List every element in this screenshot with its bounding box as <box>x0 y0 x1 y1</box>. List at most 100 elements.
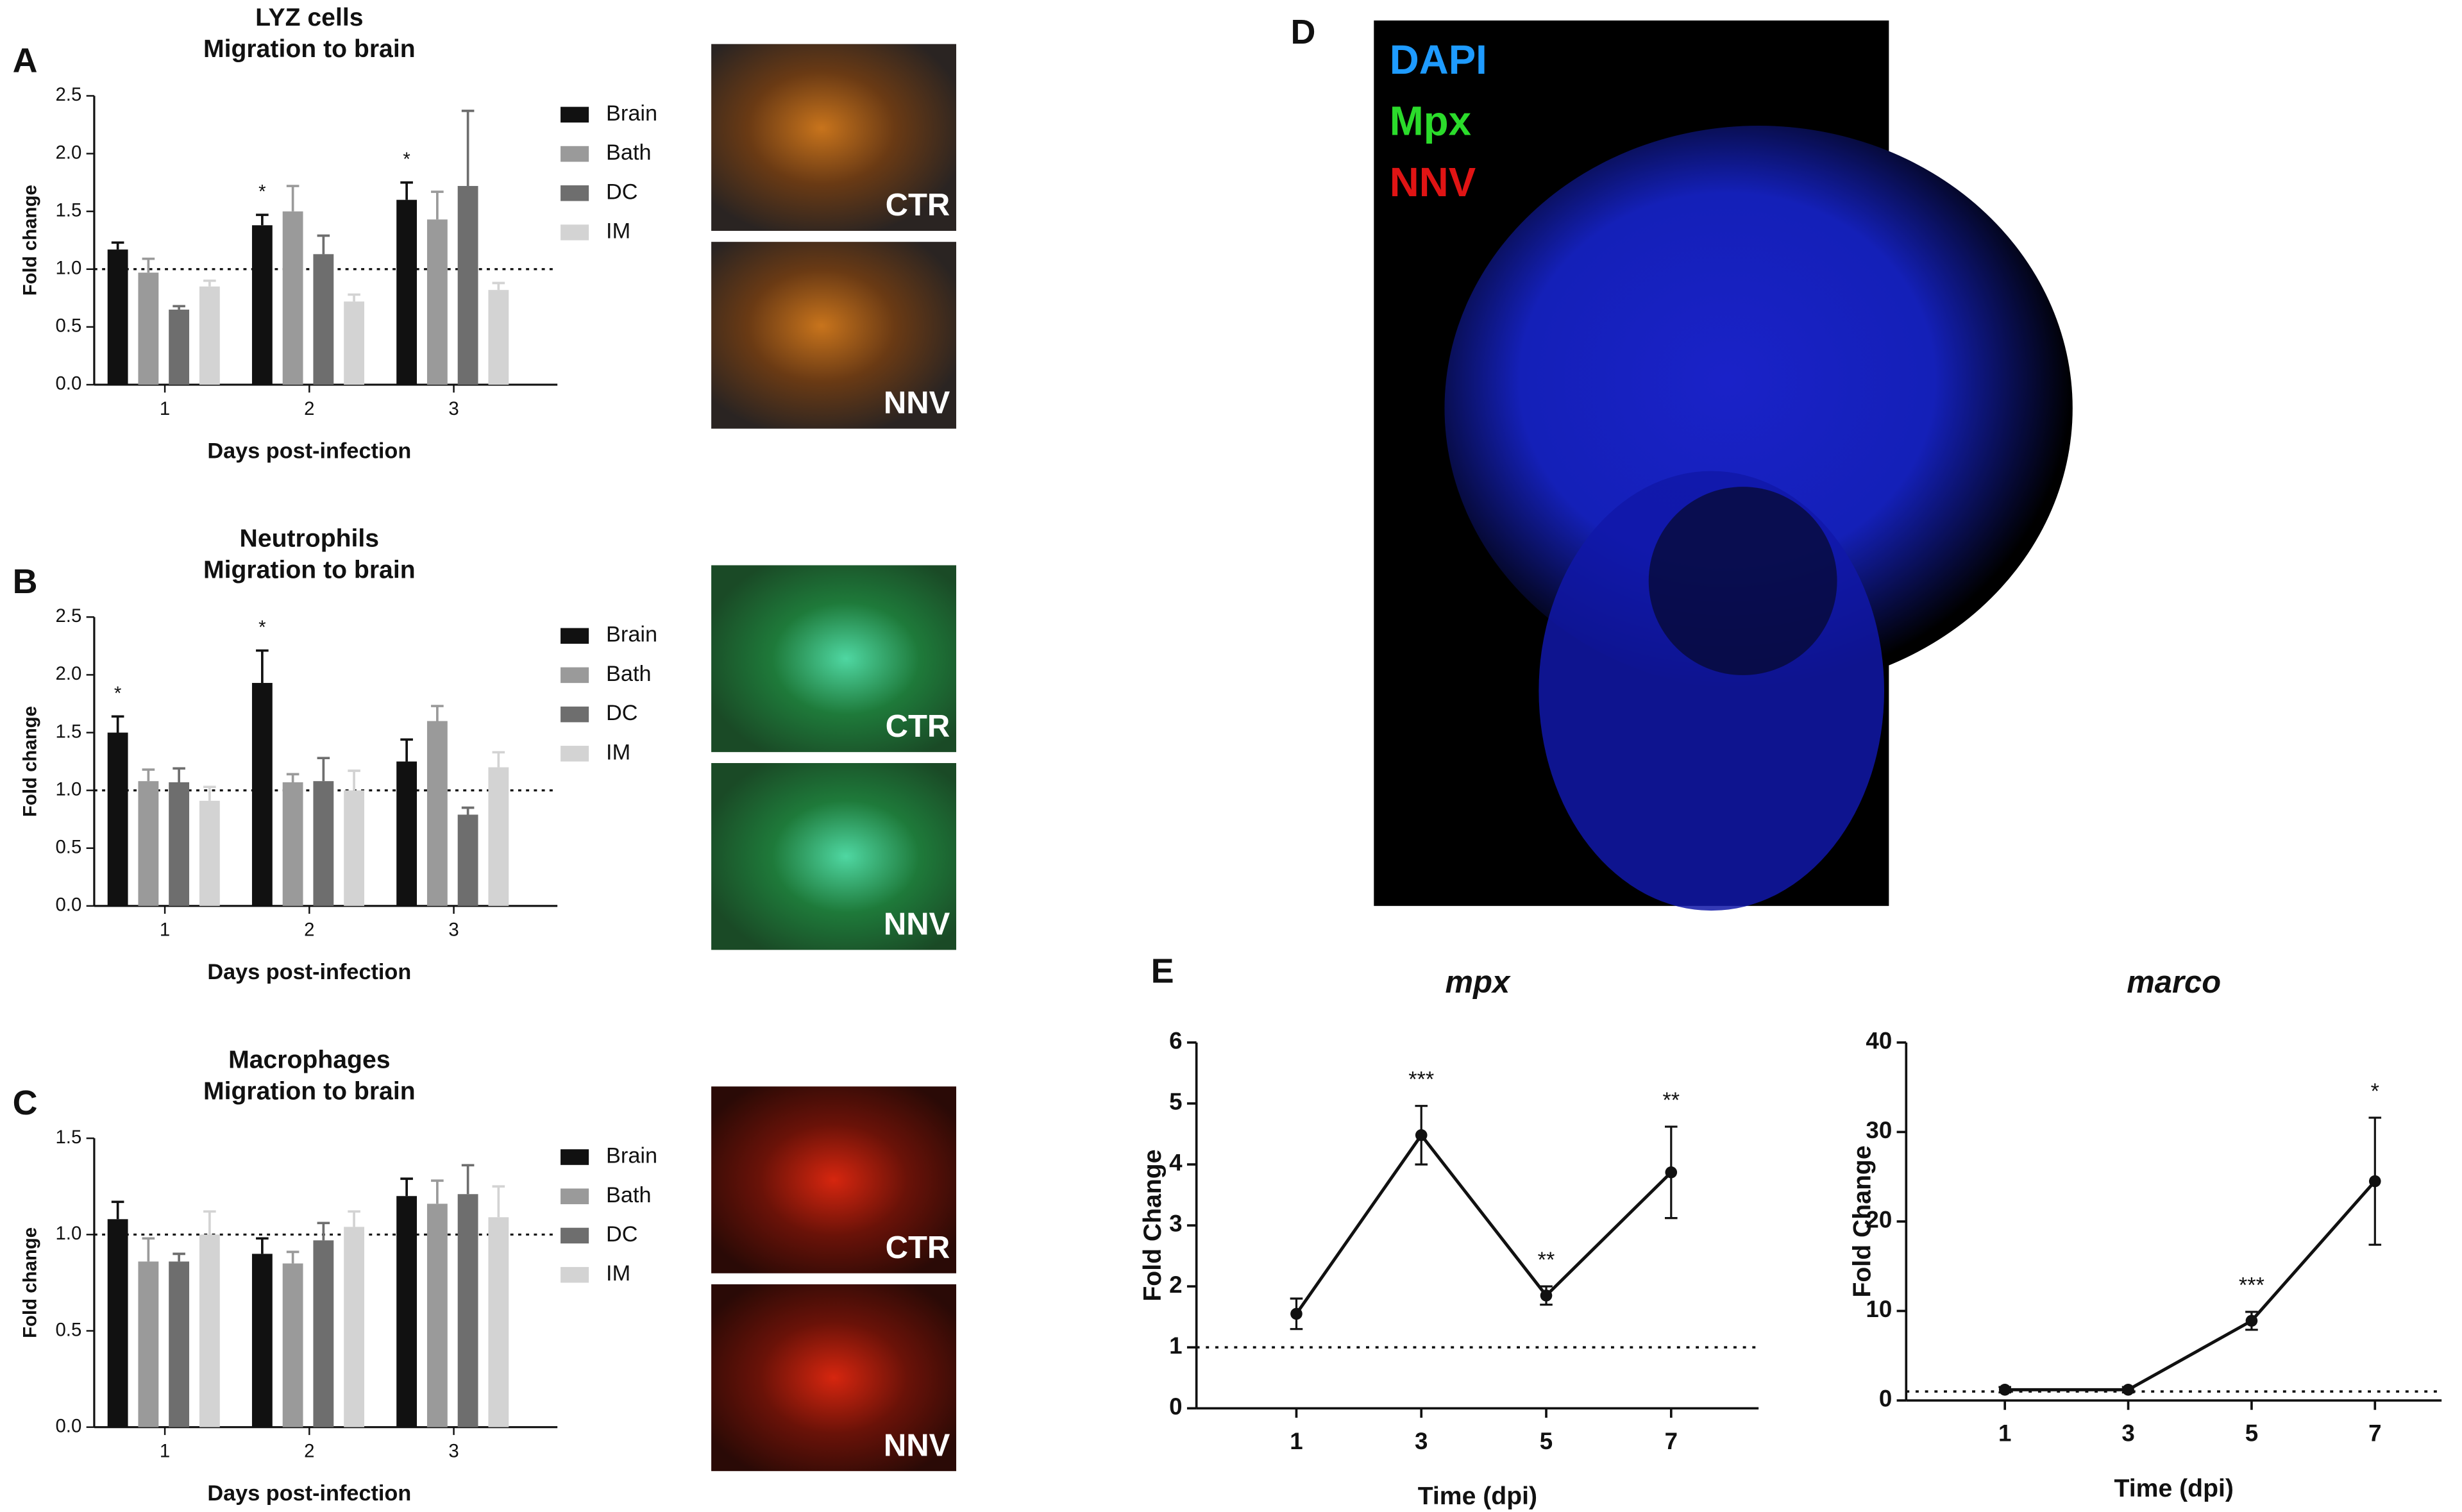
legend-swatch <box>561 185 589 201</box>
x-axis-label: Days post-infection <box>207 960 411 984</box>
error-bar <box>256 649 269 684</box>
error-bar <box>173 1252 185 1262</box>
legend-swatch <box>561 706 589 723</box>
line <box>1295 1132 1673 1315</box>
y-axis-label: Fold Change <box>1849 1145 1876 1297</box>
bar <box>169 1261 190 1427</box>
chart-title: mpx <box>1446 965 1511 1000</box>
x-axis-label: Days post-infection <box>207 439 411 463</box>
point <box>1290 1307 1303 1320</box>
y-axis-label: Fold change <box>20 1227 41 1338</box>
error-bar <box>173 767 185 783</box>
point <box>1540 1289 1553 1302</box>
error-bar <box>317 757 330 782</box>
y-tick-label: 6 <box>1169 1028 1182 1054</box>
legend-label: IM <box>606 219 630 244</box>
error-bar <box>111 241 124 250</box>
error-bar <box>400 738 413 762</box>
bar <box>251 1254 273 1427</box>
error-bar <box>286 773 299 783</box>
bar <box>457 186 478 385</box>
bar <box>396 1196 417 1427</box>
error-bar <box>431 1179 444 1204</box>
significance: *** <box>2239 1273 2264 1298</box>
bar <box>282 1263 303 1427</box>
error-bar <box>461 806 475 815</box>
error-bar <box>431 190 444 220</box>
y-axis-label: Fold change <box>20 706 41 817</box>
y-tick-label: 5 <box>1169 1089 1182 1115</box>
bar <box>344 1227 365 1427</box>
legend-swatch <box>561 1149 589 1165</box>
point <box>1665 1166 1678 1179</box>
legend-swatch <box>561 1188 589 1205</box>
x-tick-label: 5 <box>1540 1428 1553 1454</box>
legend-swatch <box>561 1227 589 1244</box>
bar <box>169 309 190 385</box>
bar <box>426 721 448 906</box>
bar <box>426 219 448 385</box>
bar <box>107 249 128 385</box>
bar <box>107 1219 128 1427</box>
tissue <box>1648 487 1837 675</box>
legend-swatch <box>561 224 589 240</box>
significance: ** <box>1538 1248 1555 1272</box>
legend-swatch <box>561 746 589 762</box>
bar <box>313 254 334 385</box>
panel-letter: B <box>13 562 38 601</box>
bar <box>344 790 365 906</box>
x-tick-label: 1 <box>160 920 170 941</box>
legend-swatch <box>561 106 589 123</box>
error-bar <box>173 305 185 310</box>
bar <box>488 290 509 385</box>
bar <box>488 1217 509 1427</box>
x-tick-label: 1 <box>1290 1428 1303 1454</box>
significance: * <box>403 149 410 170</box>
x-axis-label: Time (dpi) <box>1418 1483 1537 1510</box>
x-tick-label: 2 <box>304 398 314 419</box>
micrograph <box>711 44 957 231</box>
y-tick-label: 1.0 <box>55 1223 81 1244</box>
x-tick-label: 7 <box>1665 1428 1678 1454</box>
x-tick-label: 2 <box>304 1441 314 1462</box>
legend-label: Bath <box>606 662 652 686</box>
panel-letter: E <box>1151 952 1174 990</box>
legend-swatch <box>561 667 589 684</box>
error-bar <box>286 185 299 212</box>
x-tick-label: 2 <box>304 920 314 941</box>
y-tick-label: 2.0 <box>55 142 81 163</box>
micrograph-label: NNV <box>884 1428 950 1463</box>
chart-title: Neutrophils <box>240 525 380 553</box>
legend-label: DC <box>606 701 638 725</box>
x-tick-label: 3 <box>448 398 459 419</box>
panel-letter: C <box>13 1084 38 1122</box>
x-axis-label: Time (dpi) <box>2114 1475 2234 1502</box>
error-bar <box>348 1210 360 1227</box>
y-tick-label: 2.0 <box>55 663 81 684</box>
x-tick-label: 3 <box>1415 1428 1428 1454</box>
error-bar <box>492 281 505 290</box>
significance: * <box>258 617 266 638</box>
point <box>2245 1315 2258 1327</box>
bar <box>169 782 190 906</box>
bar <box>138 781 159 906</box>
point <box>2368 1175 2381 1188</box>
error-bar <box>142 257 155 273</box>
error-bar <box>256 1237 269 1254</box>
bar <box>199 800 220 906</box>
significance: *** <box>1408 1068 1434 1092</box>
y-tick-label: 0.5 <box>55 1319 81 1340</box>
bar <box>199 286 220 385</box>
error-bar <box>203 1210 216 1235</box>
legend-label: DC <box>606 180 638 204</box>
bar <box>107 732 128 906</box>
point <box>1415 1129 1428 1141</box>
y-tick-label: 0.5 <box>55 836 81 857</box>
error-bar <box>492 751 505 768</box>
channel-label: Mpx <box>1390 98 1471 144</box>
error-bar <box>348 293 360 302</box>
error-bar <box>286 1250 299 1264</box>
error-bar <box>256 214 269 226</box>
panel-letter: A <box>13 41 38 80</box>
bar <box>457 1194 478 1427</box>
